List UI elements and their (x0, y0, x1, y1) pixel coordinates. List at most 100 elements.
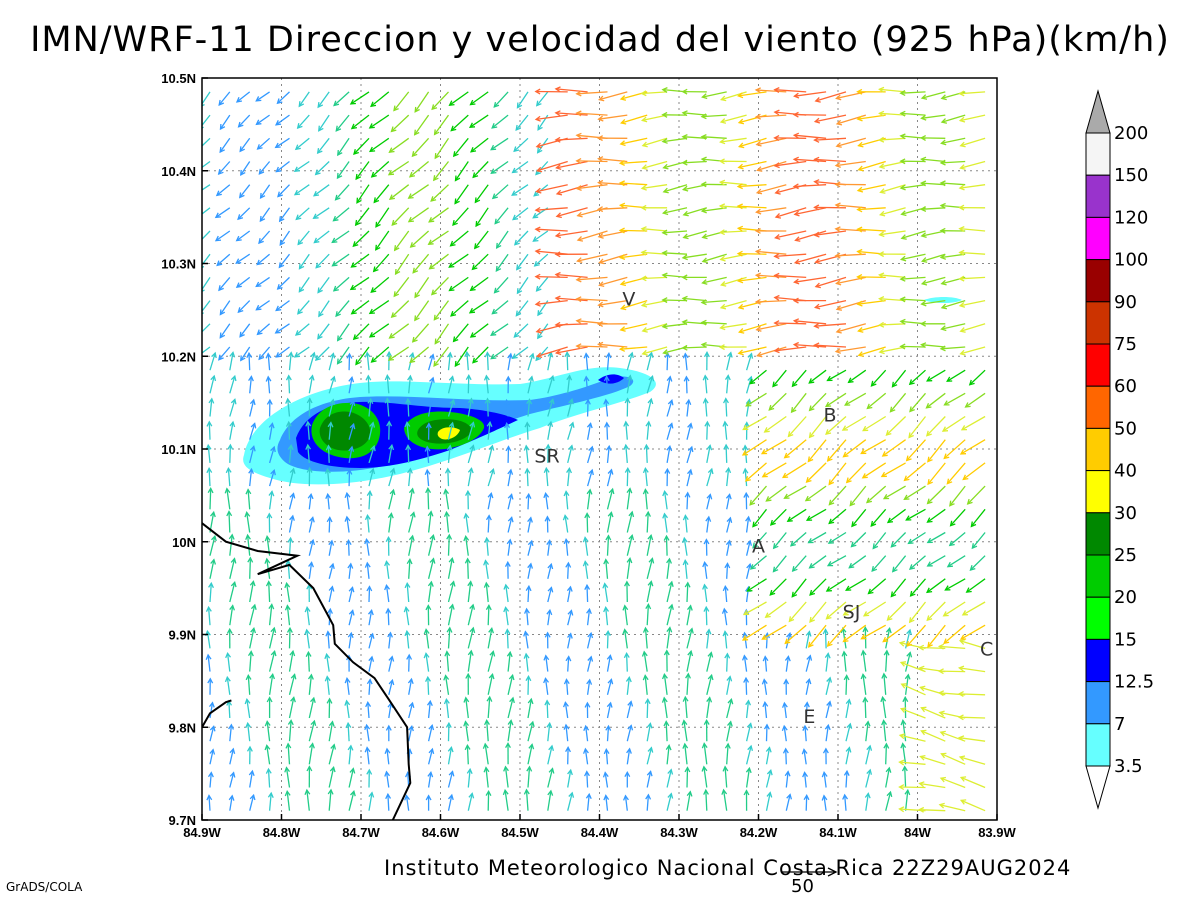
wind-vector (366, 489, 373, 510)
wind-vector (388, 443, 395, 464)
wind-vector (761, 678, 768, 695)
wind-vector (835, 137, 866, 148)
wind-vector (543, 677, 550, 695)
wind-vector (889, 392, 907, 413)
wind-vector (256, 137, 271, 150)
wind-vector (584, 701, 591, 719)
wind-vector (487, 468, 496, 487)
wind-vector (642, 488, 649, 510)
wind-vector (726, 351, 733, 371)
wind-vector (843, 769, 850, 788)
wind-vector (527, 562, 534, 579)
wind-vector (483, 581, 490, 603)
wind-vector (218, 91, 231, 106)
wind-vector (762, 700, 769, 719)
wind-vector (576, 253, 608, 264)
wind-vector (583, 375, 590, 394)
wind-vector (596, 206, 628, 213)
wind-vector (218, 346, 231, 361)
wind-vector (266, 512, 273, 533)
place-label: SR (534, 445, 559, 467)
wind-vector (905, 508, 926, 521)
wind-vector (686, 627, 694, 649)
wind-vector (791, 555, 807, 573)
wind-vector (749, 369, 767, 385)
wind-vector (516, 277, 529, 295)
wind-vector (646, 351, 654, 371)
wind-vector (805, 630, 812, 649)
wind-vector (467, 467, 474, 487)
wind-vector (202, 137, 211, 150)
wind-vector (822, 628, 829, 649)
wind-vector (449, 230, 469, 247)
wind-vector (447, 375, 455, 394)
wind-vector (454, 346, 469, 368)
wind-vector (700, 134, 727, 140)
wind-vector (685, 672, 691, 695)
wind-vector (661, 207, 688, 216)
wind-vector (256, 323, 271, 336)
wind-vector (666, 580, 674, 603)
wind-vector (327, 788, 334, 811)
wind-vector (666, 792, 674, 811)
wind-vector (325, 444, 332, 463)
wind-vector (513, 230, 529, 246)
wind-vector (919, 135, 946, 141)
wind-vector (202, 230, 211, 244)
wind-vector (328, 352, 336, 371)
colorbar-swatch (1085, 132, 1111, 176)
wind-vector (890, 578, 907, 598)
wind-vector (355, 161, 370, 181)
wind-vector (821, 771, 828, 788)
wind-vector (565, 746, 571, 765)
wind-vector (326, 697, 333, 719)
wind-vector (224, 487, 231, 510)
wind-vector (285, 420, 292, 440)
wind-vector (666, 768, 674, 788)
wind-vector (370, 346, 390, 363)
wind-vector (942, 601, 966, 617)
wind-vector (783, 678, 790, 695)
wind-vector (308, 719, 317, 742)
wind-vector (454, 184, 469, 205)
wind-vector (525, 675, 532, 695)
wind-vector (959, 439, 986, 455)
wind-vector (925, 416, 946, 437)
wind-vector (927, 462, 946, 486)
wind-vector (793, 253, 827, 265)
wind-vector (665, 744, 672, 765)
wind-vector (745, 699, 752, 719)
wind-vector (345, 721, 352, 742)
wind-vector (424, 468, 431, 487)
place-label: B (824, 405, 837, 427)
wind-vector (939, 159, 966, 166)
wind-vector (246, 351, 253, 371)
wind-vector (547, 744, 555, 765)
wind-vector (970, 508, 986, 528)
wind-vector (483, 766, 490, 788)
wind-vector (898, 759, 926, 766)
wind-vector (881, 719, 888, 742)
wind-vector (920, 299, 946, 307)
wind-vector (948, 532, 966, 547)
wind-vector (244, 511, 251, 533)
wind-vector (920, 342, 946, 349)
y-tick-label: 10.1N (161, 442, 196, 457)
wind-vector (927, 624, 946, 648)
wind-vector (308, 374, 315, 394)
wind-vector (939, 180, 966, 187)
wind-vector (624, 466, 631, 487)
wind-vector (347, 631, 354, 649)
wind-vector (940, 299, 966, 310)
wind-vector (384, 397, 391, 417)
wind-vector (684, 766, 691, 788)
wind-vector (813, 230, 847, 238)
wind-vector (308, 696, 316, 719)
wind-vector (554, 295, 588, 302)
wind-vector (308, 561, 315, 579)
wind-vector (904, 628, 912, 649)
wind-vector (547, 562, 554, 579)
wind-vector (428, 207, 449, 223)
wind-vector (304, 788, 311, 811)
wind-vector (484, 351, 491, 371)
